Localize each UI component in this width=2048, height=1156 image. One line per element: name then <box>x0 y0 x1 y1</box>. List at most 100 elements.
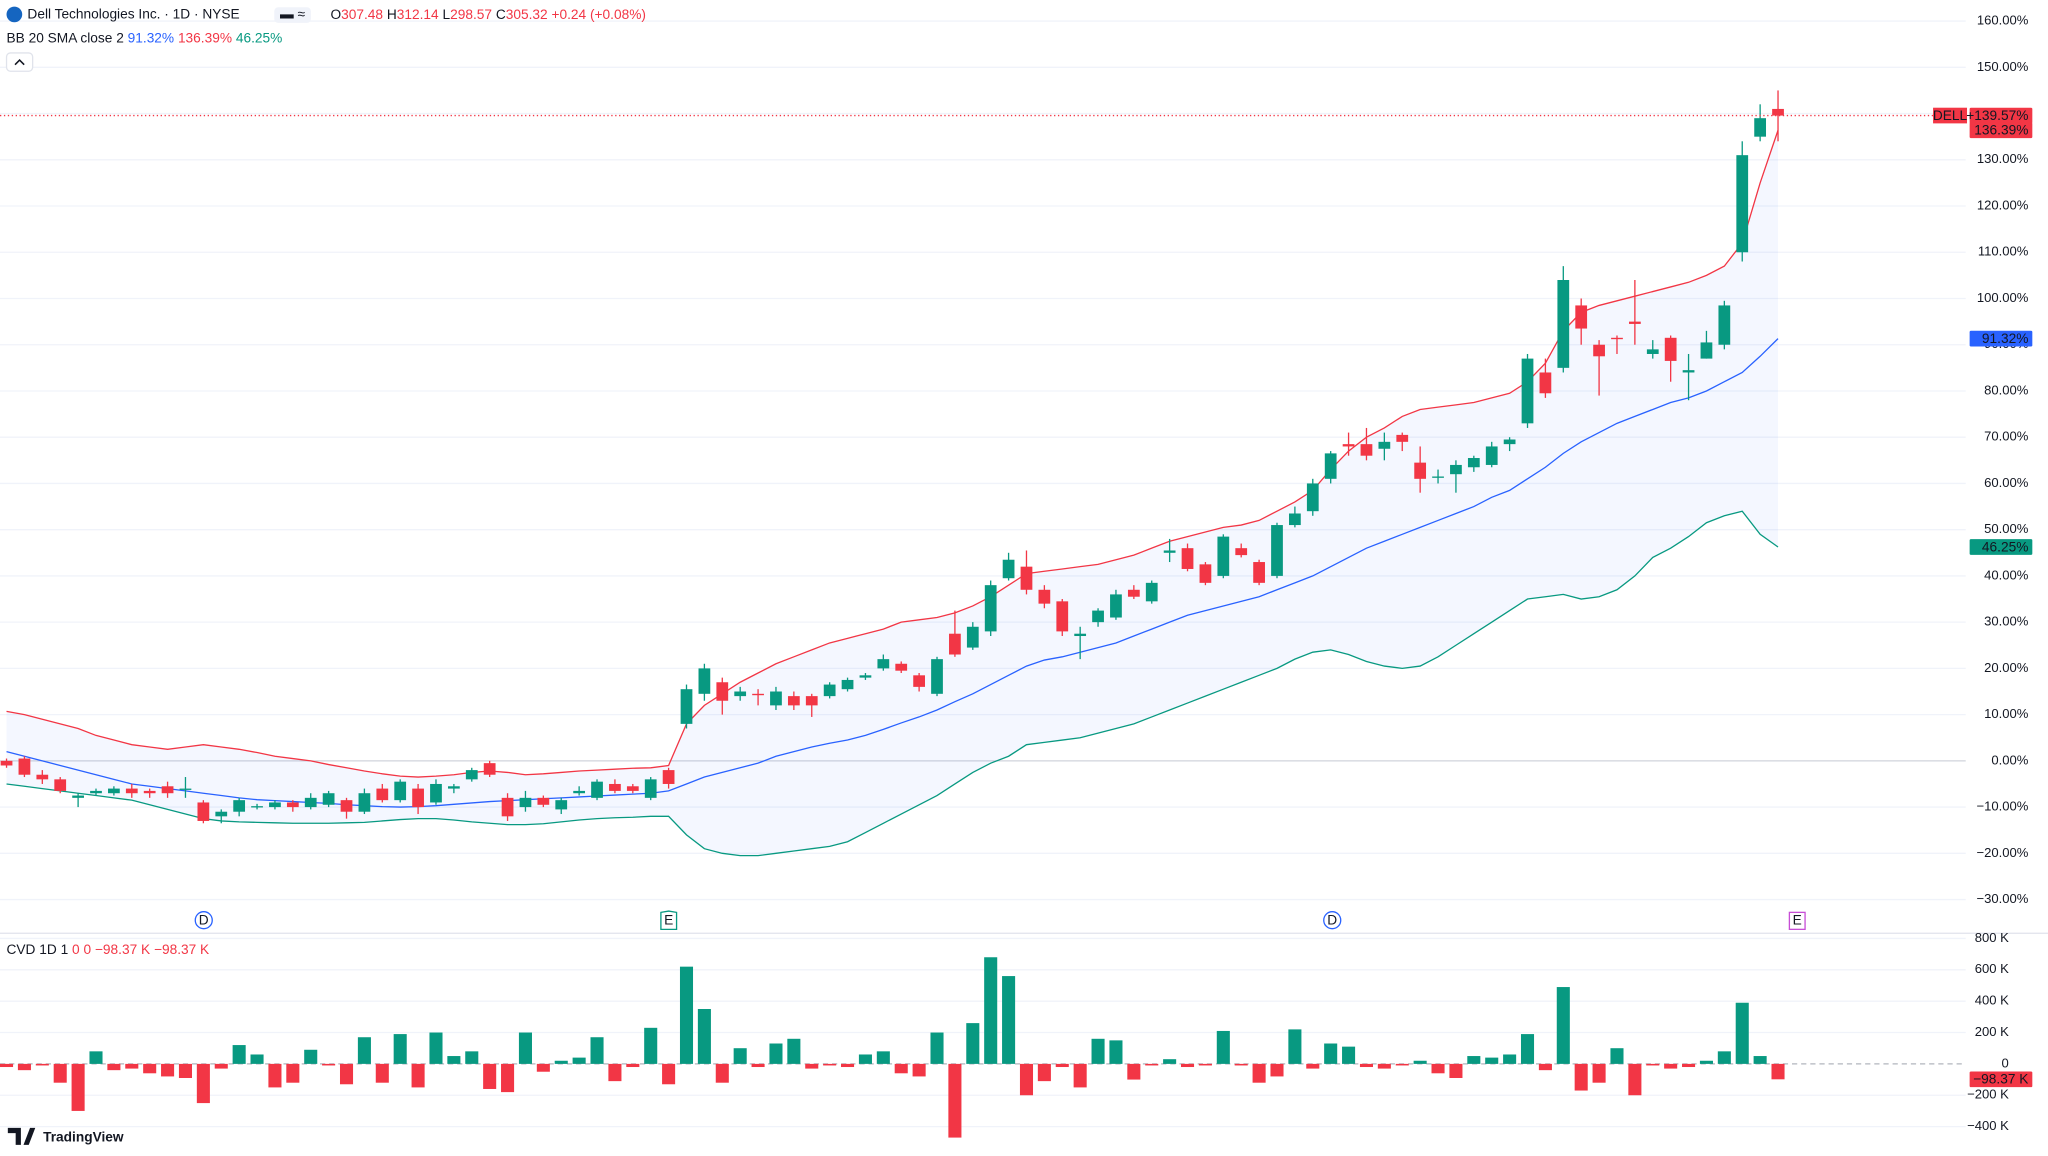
candle-body <box>1718 305 1731 345</box>
cvd-bar <box>518 1032 532 1064</box>
y-tick-label: 130.00% <box>1977 151 2029 166</box>
cvd-bar <box>966 1023 980 1064</box>
cvd-bar <box>590 1037 604 1064</box>
band-line <box>6 338 1779 808</box>
cvd-bar <box>411 1063 425 1088</box>
cvd-bar <box>1467 1056 1481 1064</box>
cvd-bar <box>1216 1030 1230 1064</box>
y-tick-label: 160.00% <box>1977 13 2029 28</box>
candle-body <box>931 659 943 694</box>
band-line <box>6 130 1779 778</box>
cvd-bar <box>339 1063 354 1085</box>
key: L <box>442 7 450 22</box>
y-tick-label: 0.00% <box>1991 752 2028 767</box>
candle-body <box>251 806 263 808</box>
candle-body <box>662 770 675 784</box>
y-tick-label: −20.00% <box>1977 845 2029 860</box>
candle-body <box>805 696 818 706</box>
cvd-bar <box>1485 1057 1499 1064</box>
candle-body <box>680 689 693 724</box>
cvd-bar <box>894 1063 908 1074</box>
event-label: E <box>1793 912 1802 927</box>
candle-body <box>537 797 550 805</box>
candle-body <box>519 797 532 808</box>
candle-body <box>1521 358 1534 424</box>
badge-icon: ▬ ≈ <box>280 7 306 22</box>
candle-body <box>72 795 84 798</box>
grid <box>0 20 1966 1128</box>
event-marker <box>660 910 678 930</box>
cvd-bar <box>1091 1038 1105 1064</box>
cvd-bar <box>841 1063 855 1068</box>
cvd-bar <box>286 1063 300 1083</box>
cvd-bar <box>0 1063 14 1068</box>
cvd-bar <box>465 1051 479 1064</box>
cvd-bar <box>161 1063 175 1077</box>
cvd-bar <box>1180 1063 1195 1068</box>
cvd-bar <box>1324 1043 1338 1064</box>
candle-body <box>859 675 872 678</box>
candle-body <box>108 788 120 794</box>
price-label-box <box>1969 107 2033 124</box>
chart-title: Dell Technologies Inc. · 1D · NYSE <box>27 7 239 22</box>
cvd-bar <box>1449 1063 1463 1078</box>
cvd-bar <box>196 1063 210 1104</box>
value: 305.32 <box>506 7 548 22</box>
cvd-bar <box>1127 1063 1141 1080</box>
cvd-bar <box>250 1054 264 1064</box>
cvd-bar <box>733 1048 747 1064</box>
candle-body <box>1414 462 1427 479</box>
collapse-button[interactable] <box>5 52 34 72</box>
y-tick-label: 800 K <box>1975 930 2009 945</box>
cvd-bar <box>572 1057 586 1064</box>
cvd-bar <box>1395 1063 1409 1066</box>
candle-body <box>555 800 568 810</box>
candle-body <box>1360 444 1373 456</box>
cvd-value: 0 <box>72 942 80 957</box>
plot <box>0 90 1966 1138</box>
event-label: D <box>1327 912 1337 927</box>
candle-body <box>1503 439 1516 445</box>
candle-body <box>787 696 800 706</box>
cvd-bar <box>626 1063 640 1068</box>
candle-body <box>895 663 908 671</box>
cvd-bar <box>1145 1063 1159 1066</box>
value: 307.48 <box>341 7 383 22</box>
band-line <box>6 510 1779 857</box>
key: C <box>496 7 506 22</box>
cvd-bar <box>1306 1063 1320 1069</box>
candle-body <box>1235 548 1248 556</box>
candle-body <box>412 788 424 808</box>
cvd-bar <box>501 1063 515 1093</box>
candle-body <box>984 585 997 632</box>
candle-body <box>1217 536 1230 576</box>
cvd-bar <box>948 1063 962 1138</box>
cvd-bar <box>1163 1059 1177 1064</box>
candle-body <box>1181 548 1194 569</box>
cvd-legend: CVD 1D 1 0 0 −98.37 K −98.37 K <box>7 942 210 957</box>
candle-body <box>1074 633 1087 637</box>
cvd-bar <box>429 1032 443 1064</box>
cvd-bar <box>1198 1063 1212 1066</box>
candle-body <box>161 786 174 794</box>
last-value-box <box>1969 1071 2033 1088</box>
cvd-value: −98.37 K <box>95 942 150 957</box>
candle-body <box>626 786 639 791</box>
candle-body <box>1450 464 1462 475</box>
cvd-bar <box>1556 987 1570 1064</box>
cvd-value: 0 <box>83 942 91 957</box>
price-label: +139.57% <box>1966 108 2028 123</box>
candle-body <box>36 774 49 780</box>
cvd-bar <box>1288 1029 1302 1064</box>
cvd-bar <box>107 1063 121 1071</box>
cvd-bar <box>393 1034 407 1064</box>
candle-body <box>1020 566 1033 590</box>
candle-body <box>358 793 371 812</box>
indicator-name: BB 20 SMA close 2 <box>7 30 124 45</box>
cvd-value: −98.37 K <box>154 942 209 957</box>
candle-body <box>501 797 514 817</box>
brand: TradingView <box>43 1129 124 1144</box>
candle-body <box>1485 446 1498 465</box>
cvd-bar <box>1359 1063 1373 1068</box>
candle-body <box>734 691 747 697</box>
